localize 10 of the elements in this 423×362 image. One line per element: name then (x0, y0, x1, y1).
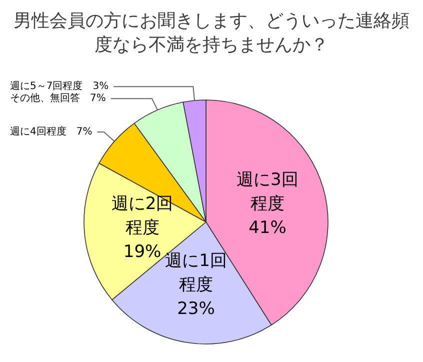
data-label: 19% (123, 242, 162, 262)
slice-label: 週に1回程度 (165, 251, 227, 296)
slice-label: 週に2回程度 (111, 194, 174, 238)
data-label: 41% (248, 218, 286, 238)
slice-label: 週に3回程度 (236, 170, 298, 214)
chart-title: 男性会員の方にお聞きします、どういった連絡頻度なら不満を持ちませんか？ (14, 10, 410, 56)
slice-label: その他、無回答 7% (10, 92, 106, 104)
slice-label: 週に4回程度 7% (10, 126, 92, 138)
slice-label: 週に5～7回程度 3% (10, 80, 109, 92)
data-label: 23% (177, 299, 215, 320)
